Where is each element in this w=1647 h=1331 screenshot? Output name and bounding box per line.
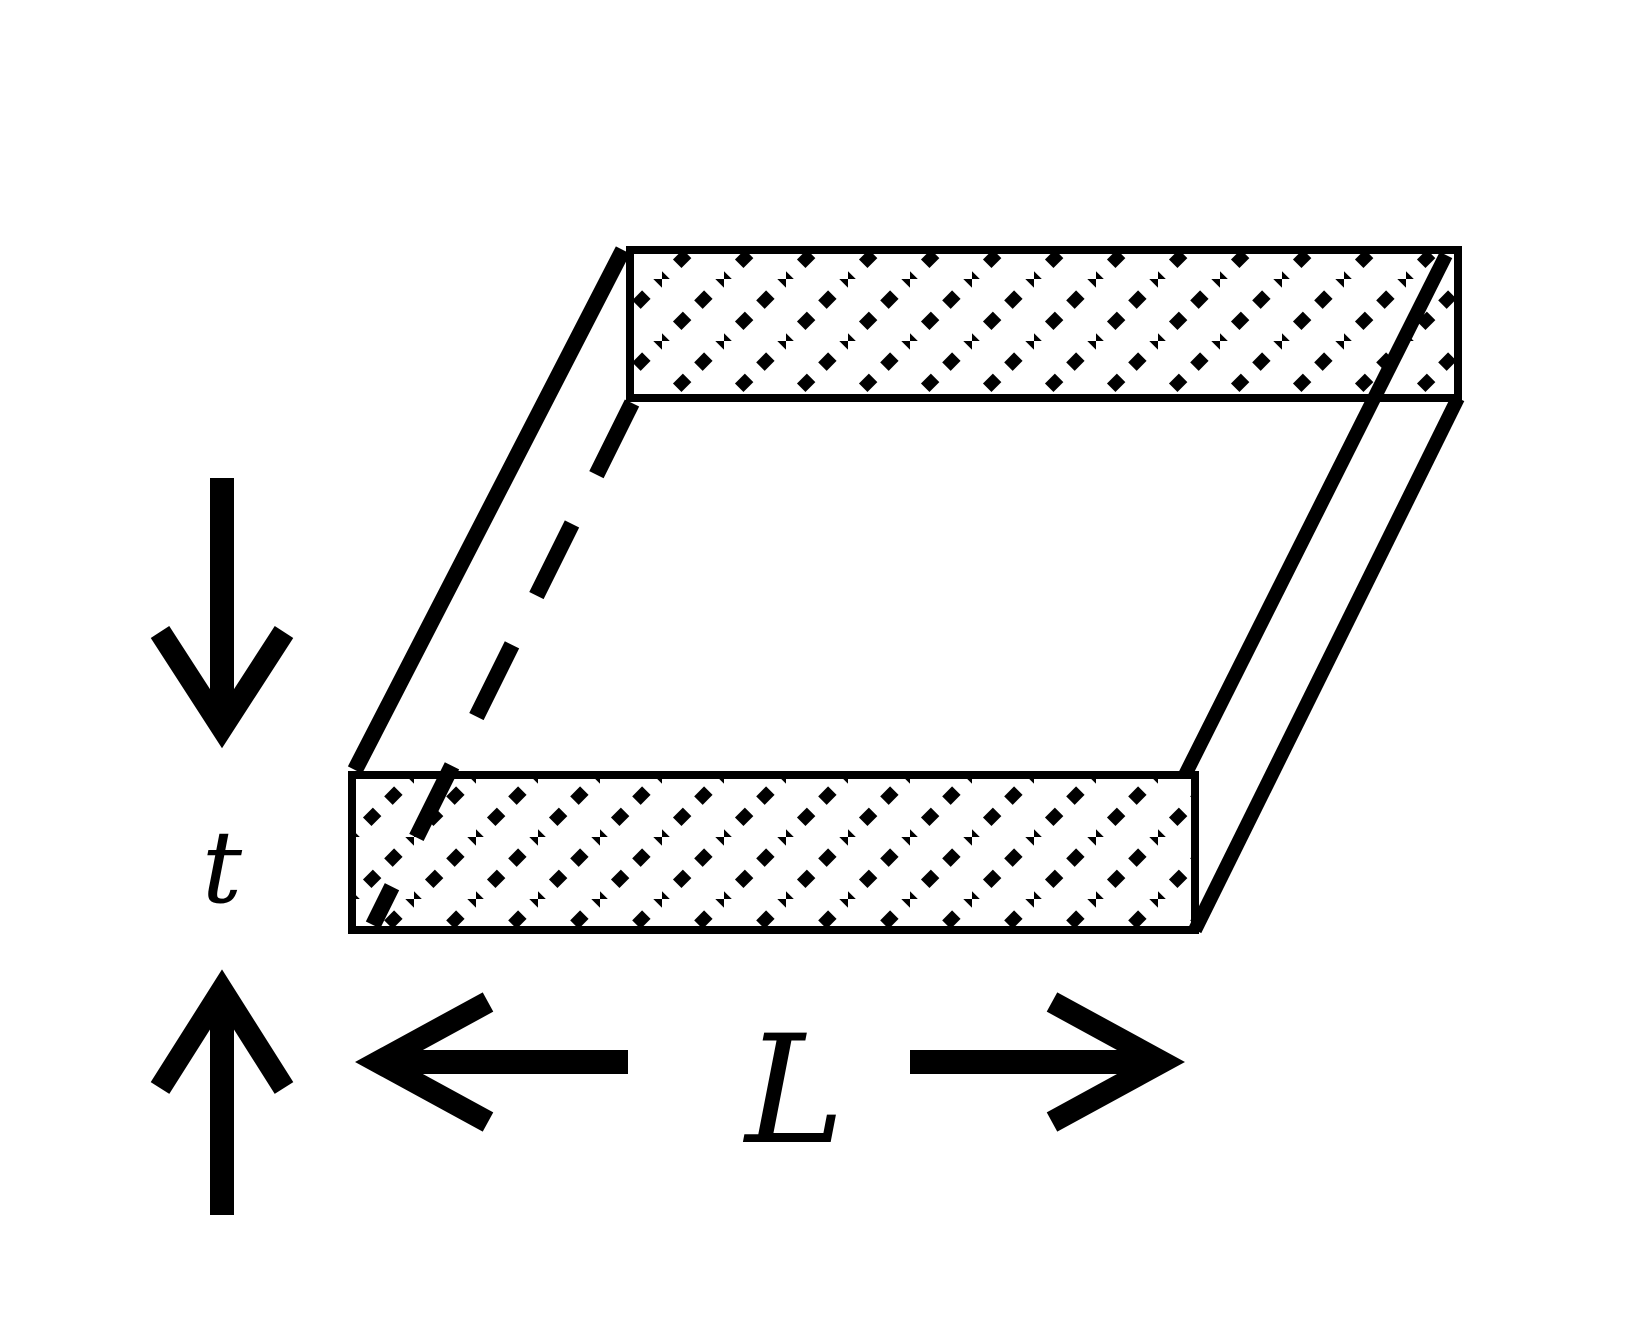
back-hatched-face: [626, 246, 1462, 402]
thickness-label: t: [202, 809, 243, 926]
thickness-arrow-up: [150, 969, 294, 1215]
right-inner-edge: [1178, 251, 1453, 779]
left-outer-edge: [347, 246, 631, 774]
front-hatched-face: [348, 771, 1199, 934]
length-label: L: [742, 1004, 845, 1178]
right-outer-edge: [1188, 394, 1465, 934]
thickness-arrow-down: [150, 478, 294, 749]
length-arrow-left: [355, 992, 628, 1132]
left-hidden-edge: [365, 399, 640, 929]
length-arrow-right: [910, 992, 1185, 1132]
